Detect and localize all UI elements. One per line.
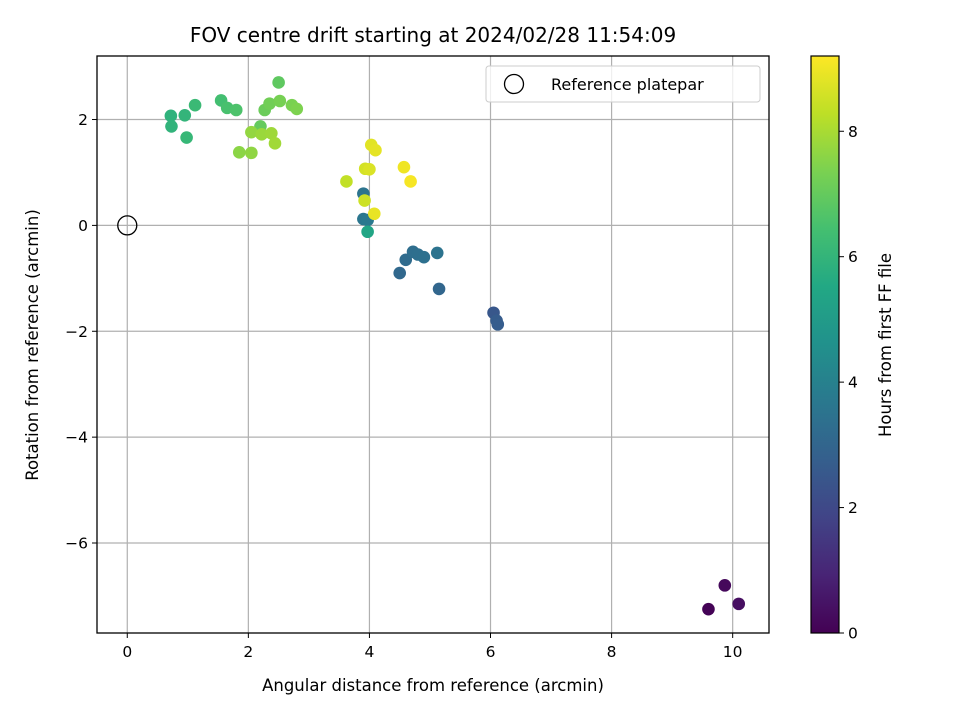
x-tick-label: 0 xyxy=(122,643,132,661)
y-tick-label: −6 xyxy=(65,535,88,553)
colorbar: 0 2 4 6 8 Hours from first FF file xyxy=(810,55,895,643)
colorbar-tick-label: 2 xyxy=(848,499,858,517)
x-tick-label: 6 xyxy=(486,643,496,661)
data-points xyxy=(164,76,746,616)
data-point xyxy=(340,175,353,188)
y-tick-label: 0 xyxy=(78,217,88,235)
data-point xyxy=(361,225,374,239)
x-tick-label: 10 xyxy=(723,643,743,661)
data-point xyxy=(393,266,407,280)
legend: Reference platepar xyxy=(485,65,761,103)
legend-label: Reference platepar xyxy=(551,75,704,94)
legend-marker-icon xyxy=(503,73,525,95)
x-axis-label: Angular distance from reference (arcmin) xyxy=(262,676,604,695)
data-point xyxy=(272,76,285,89)
data-point xyxy=(363,162,376,176)
legend-box xyxy=(485,65,761,103)
colorbar-tick-label: 8 xyxy=(848,123,858,141)
colorbar-ticks: 0 2 4 6 8 xyxy=(839,123,858,643)
data-point xyxy=(263,97,276,110)
data-point xyxy=(255,128,268,141)
data-point xyxy=(404,175,417,188)
data-point xyxy=(178,108,192,122)
y-axis-ticks: −6 −4 −2 0 2 xyxy=(65,111,97,553)
x-axis-ticks: 0 2 4 6 8 10 xyxy=(122,633,743,661)
y-axis-label: Rotation from reference (arcmin) xyxy=(23,209,42,481)
plot-area-frame xyxy=(96,55,770,634)
colorbar-label: Hours from first FF file xyxy=(876,253,895,437)
data-point xyxy=(432,282,446,296)
data-point xyxy=(245,146,258,160)
y-tick-label: −4 xyxy=(65,429,88,447)
data-point xyxy=(232,146,246,159)
data-point xyxy=(245,125,258,139)
chart-title: FOV centre drift starting at 2024/02/28 … xyxy=(190,23,676,47)
data-point xyxy=(399,253,413,267)
data-point xyxy=(702,602,715,616)
x-tick-label: 2 xyxy=(243,643,253,661)
data-point xyxy=(417,250,431,264)
data-point xyxy=(273,94,287,108)
data-point xyxy=(397,160,411,174)
colorbar-gradient xyxy=(810,55,840,634)
data-point xyxy=(369,143,382,157)
data-point xyxy=(229,103,243,117)
y-tick-label: 2 xyxy=(78,111,88,129)
data-point xyxy=(732,597,746,611)
data-point xyxy=(718,579,732,592)
grid-lines xyxy=(97,56,769,633)
colorbar-tick-label: 6 xyxy=(848,248,858,266)
x-tick-label: 4 xyxy=(364,643,374,661)
data-point xyxy=(290,102,304,116)
colorbar-tick-label: 4 xyxy=(848,374,858,392)
y-tick-label: −2 xyxy=(65,323,88,341)
colorbar-tick-label: 0 xyxy=(848,625,858,643)
reference-platepar-marker xyxy=(117,215,138,236)
data-point xyxy=(265,126,278,140)
data-point xyxy=(180,131,193,144)
data-point xyxy=(268,137,282,150)
data-point xyxy=(491,318,505,331)
data-point xyxy=(188,98,202,112)
data-point xyxy=(164,109,178,123)
data-point xyxy=(367,207,381,221)
data-point xyxy=(430,246,444,260)
reference-point xyxy=(117,215,138,236)
x-tick-label: 8 xyxy=(607,643,617,661)
data-point xyxy=(165,120,178,133)
data-point xyxy=(358,194,371,207)
